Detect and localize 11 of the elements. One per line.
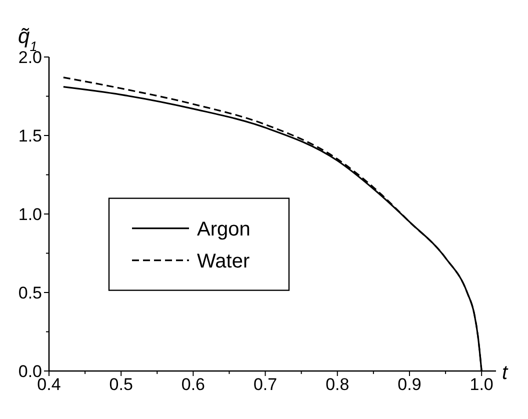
y-tick-label: 1.5 [18,126,42,146]
x-tick-label: 0.6 [181,375,206,394]
x-tick-label: 0.9 [398,375,422,394]
legend-label: Water [197,250,250,272]
x-tick-label: 0.8 [326,375,350,394]
x-axis-title: t [502,362,509,384]
x-tick-label: 0.5 [109,375,133,394]
text: 1.0 [470,375,494,394]
x-tick-label: 0.7 [253,375,278,394]
text: 1.0 [18,205,42,224]
legend-label: Argon [197,218,250,240]
